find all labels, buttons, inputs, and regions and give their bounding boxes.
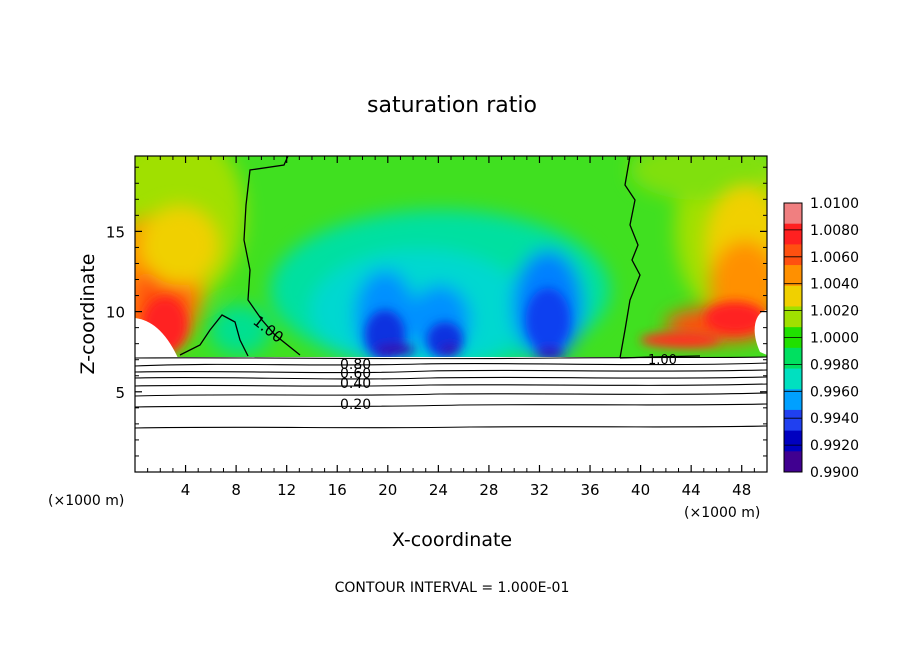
x-axis: 4 8 12 16 20 24 28 32 36 40 44 48 bbox=[147, 156, 755, 499]
deep-blue-cells bbox=[365, 288, 570, 360]
x-axis-label: X-coordinate bbox=[392, 529, 512, 551]
contour-0-50 bbox=[135, 376, 767, 380]
x-tick-label: 16 bbox=[328, 481, 347, 499]
colorbar-swatch bbox=[784, 285, 802, 307]
x-tick-label: 24 bbox=[429, 481, 448, 499]
x-tick-label: 44 bbox=[682, 481, 701, 499]
contour-interval-footer: CONTOUR INTERVAL = 1.000E-01 bbox=[335, 580, 570, 596]
contour-1-00-bump bbox=[179, 314, 249, 357]
contour-label-4: 0.60 bbox=[340, 366, 371, 382]
colorbar-tick-label: 0.9960 bbox=[810, 384, 859, 400]
colorbar-swatch bbox=[784, 203, 802, 225]
colorbar-swatch bbox=[784, 430, 802, 452]
x-tick-label: 12 bbox=[277, 481, 296, 499]
colorbar-tick-label: 0.9940 bbox=[810, 411, 859, 427]
contour-0-70 bbox=[135, 362, 767, 367]
contour-0-10 bbox=[135, 425, 767, 429]
left-edge-void bbox=[135, 318, 178, 360]
x-tick-label: 8 bbox=[231, 481, 241, 499]
colorbar-tick-label: 1.0100 bbox=[810, 196, 859, 212]
colorbar-tick-label: 1.0080 bbox=[810, 223, 859, 239]
purple-core-3 bbox=[440, 345, 460, 355]
subcloud-region bbox=[135, 357, 767, 472]
colorbar-tick-label: 1.0020 bbox=[810, 304, 859, 320]
right-red-core bbox=[705, 302, 765, 334]
colorbar-tick-label: 0.9900 bbox=[810, 465, 859, 481]
y-tick-label: 15 bbox=[106, 223, 125, 241]
y-axis-label: Z-coordinate bbox=[77, 254, 99, 375]
colorbar-swatch bbox=[784, 451, 802, 473]
colorbar-swatch bbox=[784, 306, 802, 328]
y-tick-label: 10 bbox=[106, 304, 125, 322]
right-hot-core bbox=[640, 302, 765, 348]
purple-core-1 bbox=[375, 344, 415, 356]
x-tick-label: 32 bbox=[530, 481, 549, 499]
contour-0-80 bbox=[135, 356, 767, 360]
x-tick-label: 4 bbox=[181, 481, 191, 499]
colorbar-swatch bbox=[784, 409, 802, 432]
colorbar: 1.0100 1.0080 1.0060 1.0040 1.0020 1.0000 0.99… bbox=[783, 196, 859, 481]
contour-1-00-right bbox=[619, 156, 641, 359]
contour-label-3: 0.80 bbox=[340, 357, 371, 373]
contour-label-6: 0.20 bbox=[340, 397, 371, 413]
purple-core-2 bbox=[536, 348, 564, 358]
x-tick-label: 40 bbox=[631, 481, 650, 499]
right-red-streak bbox=[640, 332, 720, 348]
cyan-cell-left bbox=[210, 305, 270, 355]
contour-label-5: 0.40 bbox=[340, 376, 371, 392]
contour-0-30 bbox=[135, 392, 767, 397]
x-tick-label: 28 bbox=[479, 481, 498, 499]
contour-lines bbox=[135, 156, 767, 429]
x-tick-label: 36 bbox=[580, 481, 599, 499]
x-tick-label: 48 bbox=[732, 481, 751, 499]
color-field bbox=[135, 156, 767, 472]
x-unit-right: (×1000 m) bbox=[684, 505, 760, 521]
x-unit-left: (×1000 m) bbox=[48, 493, 124, 509]
colorbar-swatch bbox=[784, 389, 802, 411]
y-tick-label: 5 bbox=[115, 384, 125, 402]
colorbar-tick-label: 0.9980 bbox=[810, 357, 859, 373]
deep-blue-3 bbox=[526, 288, 570, 352]
contour-0-20 bbox=[135, 403, 767, 408]
contour-label-2: 1.00 bbox=[648, 353, 677, 368]
colorbar-swatch bbox=[784, 368, 802, 390]
colorbar-tick-label: 0.9920 bbox=[810, 438, 859, 454]
left-yellow bbox=[140, 205, 220, 285]
y-axis: 5 10 15 bbox=[106, 166, 767, 457]
contour-0-40 bbox=[135, 383, 767, 387]
stacked-contours bbox=[135, 356, 767, 429]
chart-title: saturation ratio bbox=[367, 93, 537, 118]
x-tick-label: 20 bbox=[378, 481, 397, 499]
colorbar-tick-label: 1.0040 bbox=[810, 277, 859, 293]
colorbar-swatch bbox=[784, 223, 802, 245]
contour-0-60 bbox=[135, 369, 767, 374]
colorbar-tick-label: 1.0060 bbox=[810, 250, 859, 266]
colorbar-tick-label: 1.0000 bbox=[810, 331, 859, 347]
colorbar-swatch bbox=[784, 244, 802, 266]
colorbar-swatch bbox=[784, 265, 802, 287]
colorbar-swatch bbox=[784, 347, 802, 370]
contour-1-00-left bbox=[243, 156, 301, 356]
